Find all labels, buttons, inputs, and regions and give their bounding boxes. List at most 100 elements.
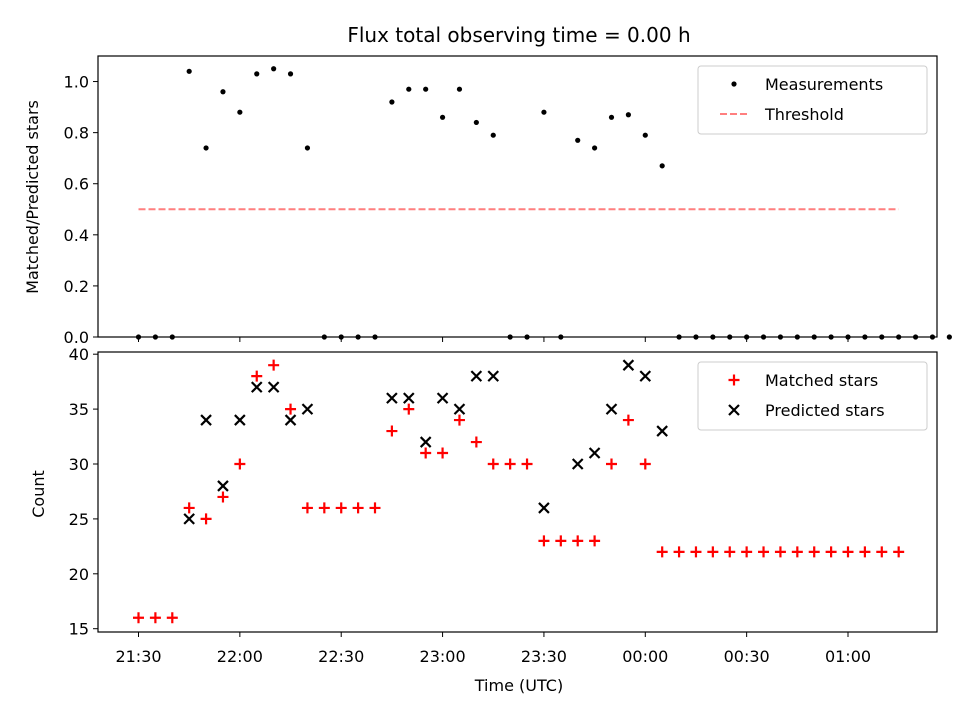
data-point xyxy=(439,114,446,120)
data-point xyxy=(133,612,144,624)
data-point xyxy=(304,145,311,151)
y-axis-label-ratio: Matched/Predicted stars xyxy=(23,100,42,294)
x-tick-label: 22:00 xyxy=(217,647,263,666)
data-point xyxy=(893,546,905,558)
data-point xyxy=(352,502,364,514)
data-point xyxy=(470,436,482,448)
data-point xyxy=(217,480,229,492)
data-point xyxy=(436,392,449,404)
x-tick-label: 22:30 xyxy=(318,647,364,666)
data-point xyxy=(608,114,615,120)
data-point xyxy=(622,359,635,371)
data-point xyxy=(267,381,280,393)
legend-entry: Threshold xyxy=(720,105,844,124)
x-tick-label: 23:30 xyxy=(521,647,567,666)
data-point xyxy=(369,502,381,514)
legend-entry: Measurements xyxy=(731,75,883,94)
data-point xyxy=(234,458,246,470)
data-point xyxy=(183,502,195,514)
axes-frame xyxy=(97,55,938,338)
legend-label: Matched stars xyxy=(765,371,878,390)
data-point xyxy=(250,381,263,393)
legend-marker xyxy=(728,374,740,386)
data-point xyxy=(555,535,567,547)
legend-marker xyxy=(728,404,740,416)
data-point xyxy=(571,458,584,470)
legend-entry: Predicted stars xyxy=(728,401,885,420)
x-axis-label: Time (UTC) xyxy=(474,676,563,695)
data-point xyxy=(285,403,297,415)
data-point xyxy=(642,132,648,138)
legend-label: Predicted stars xyxy=(765,401,885,420)
data-point xyxy=(791,546,803,558)
y-tick-label: 15 xyxy=(69,620,89,639)
data-point xyxy=(876,546,888,558)
data-point xyxy=(487,370,500,382)
y-tick-label: 25 xyxy=(69,510,89,529)
data-point xyxy=(403,403,415,415)
y-tick-label: 0.8 xyxy=(64,124,89,143)
data-point xyxy=(724,546,736,558)
data-point xyxy=(639,370,652,382)
legend: Measurements Threshold xyxy=(697,65,928,135)
data-point xyxy=(186,68,192,74)
data-point xyxy=(842,546,854,558)
data-point xyxy=(386,425,398,437)
legend-label: Threshold xyxy=(764,105,844,124)
y-tick-label: 0.6 xyxy=(64,175,89,194)
y-tick-label: 0.2 xyxy=(64,277,89,296)
data-point xyxy=(774,546,786,558)
data-point xyxy=(659,163,665,169)
data-point xyxy=(589,535,601,547)
data-point xyxy=(420,447,432,459)
data-point xyxy=(656,546,668,558)
legend-label: Measurements xyxy=(765,75,883,94)
data-point xyxy=(251,370,263,382)
data-point xyxy=(572,535,584,547)
x-tick-label: 00:00 xyxy=(622,647,668,666)
series-predicted-stars xyxy=(183,359,668,525)
legend-box xyxy=(697,65,928,135)
data-point xyxy=(200,513,212,525)
x-tick-label: 01:00 xyxy=(825,647,871,666)
data-point xyxy=(639,458,651,470)
data-point xyxy=(690,546,702,558)
data-point xyxy=(183,513,195,525)
data-point xyxy=(541,109,547,115)
axes-frame xyxy=(97,351,938,633)
data-point xyxy=(166,612,178,624)
data-point xyxy=(419,436,432,448)
data-point xyxy=(149,612,161,624)
data-point xyxy=(287,71,294,77)
data-point xyxy=(335,502,347,514)
y-tick-label: 0.4 xyxy=(64,226,89,245)
data-point xyxy=(588,447,601,459)
data-point xyxy=(237,109,243,115)
data-point xyxy=(859,546,871,558)
ratio-panel: 0.0 0.2 0.4 0.6 0.8 1.0 Measurements Threshold xyxy=(64,55,952,347)
data-point xyxy=(406,86,412,92)
data-point xyxy=(758,546,770,558)
y-tick-label: 20 xyxy=(69,565,89,584)
data-point xyxy=(403,392,415,404)
data-point xyxy=(625,112,631,118)
data-point xyxy=(808,546,820,558)
y-tick-label: 1.0 xyxy=(64,73,89,92)
legend: Matched stars Predicted stars xyxy=(697,361,928,431)
data-point xyxy=(423,86,429,92)
series-matched-stars xyxy=(133,359,905,624)
data-point xyxy=(220,89,226,95)
legend-marker xyxy=(731,81,737,87)
data-point xyxy=(741,546,753,558)
y-tick-label: 0.0 xyxy=(64,328,89,347)
data-point xyxy=(487,458,499,470)
data-point xyxy=(456,86,463,92)
data-point xyxy=(606,458,617,470)
data-point xyxy=(538,502,550,514)
x-tick-label: 21:30 xyxy=(115,647,161,666)
data-point xyxy=(301,403,314,415)
y-tick-label: 30 xyxy=(69,455,89,474)
data-point xyxy=(437,447,449,459)
data-point xyxy=(946,334,952,340)
